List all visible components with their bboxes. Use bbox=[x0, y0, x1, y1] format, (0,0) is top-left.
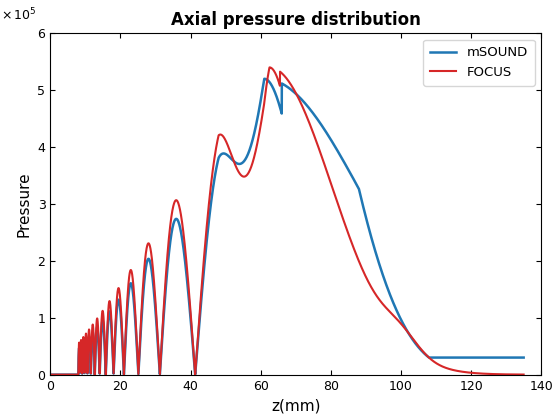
Y-axis label: Pressure: Pressure bbox=[17, 171, 32, 237]
FOCUS bbox=[331, 191, 338, 196]
FOCUS bbox=[520, 372, 527, 377]
FOCUS bbox=[266, 65, 273, 70]
FOCUS bbox=[228, 152, 235, 158]
mSOUND bbox=[133, 340, 140, 345]
FOCUS bbox=[48, 372, 54, 377]
FOCUS bbox=[355, 257, 362, 262]
Legend: mSOUND, FOCUS: mSOUND, FOCUS bbox=[423, 40, 535, 86]
Line: FOCUS: FOCUS bbox=[51, 67, 524, 375]
Line: mSOUND: mSOUND bbox=[51, 79, 524, 375]
mSOUND bbox=[520, 355, 527, 360]
X-axis label: z(mm): z(mm) bbox=[271, 398, 320, 413]
FOCUS bbox=[436, 362, 443, 368]
mSOUND bbox=[400, 322, 407, 327]
mSOUND bbox=[228, 156, 235, 161]
mSOUND bbox=[48, 372, 54, 377]
mSOUND bbox=[331, 143, 338, 148]
mSOUND bbox=[355, 185, 362, 190]
mSOUND bbox=[261, 76, 268, 81]
mSOUND bbox=[436, 355, 443, 360]
FOCUS bbox=[400, 324, 407, 329]
Title: Axial pressure distribution: Axial pressure distribution bbox=[171, 11, 421, 29]
FOCUS bbox=[133, 336, 140, 341]
Text: $\times\,10^5$: $\times\,10^5$ bbox=[1, 6, 36, 23]
